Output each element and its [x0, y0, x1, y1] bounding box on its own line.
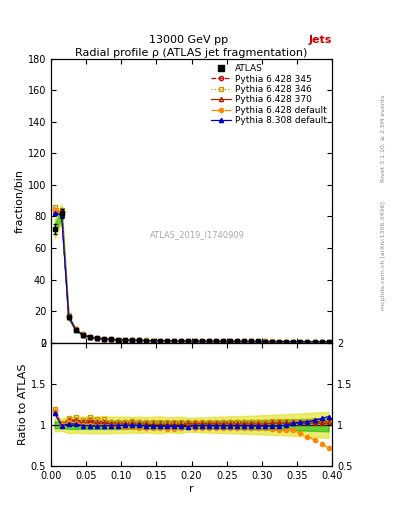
Text: Rivet 3.1.10, ≥ 2.5M events: Rivet 3.1.10, ≥ 2.5M events	[381, 95, 386, 182]
Legend: ATLAS, Pythia 6.428 345, Pythia 6.428 346, Pythia 6.428 370, Pythia 6.428 defaul: ATLAS, Pythia 6.428 345, Pythia 6.428 34…	[208, 61, 330, 129]
Text: ATLAS_2019_I1740909: ATLAS_2019_I1740909	[150, 230, 245, 239]
Y-axis label: fraction/bin: fraction/bin	[15, 169, 25, 233]
Text: 13000 GeV pp: 13000 GeV pp	[149, 35, 228, 45]
Title: Radial profile ρ (ATLAS jet fragmentation): Radial profile ρ (ATLAS jet fragmentatio…	[75, 48, 308, 58]
X-axis label: r: r	[189, 483, 194, 494]
Y-axis label: Ratio to ATLAS: Ratio to ATLAS	[18, 364, 28, 445]
Text: Jets: Jets	[309, 35, 332, 45]
Text: mcplots.cern.ch [arXiv:1306.3436]: mcplots.cern.ch [arXiv:1306.3436]	[381, 202, 386, 310]
